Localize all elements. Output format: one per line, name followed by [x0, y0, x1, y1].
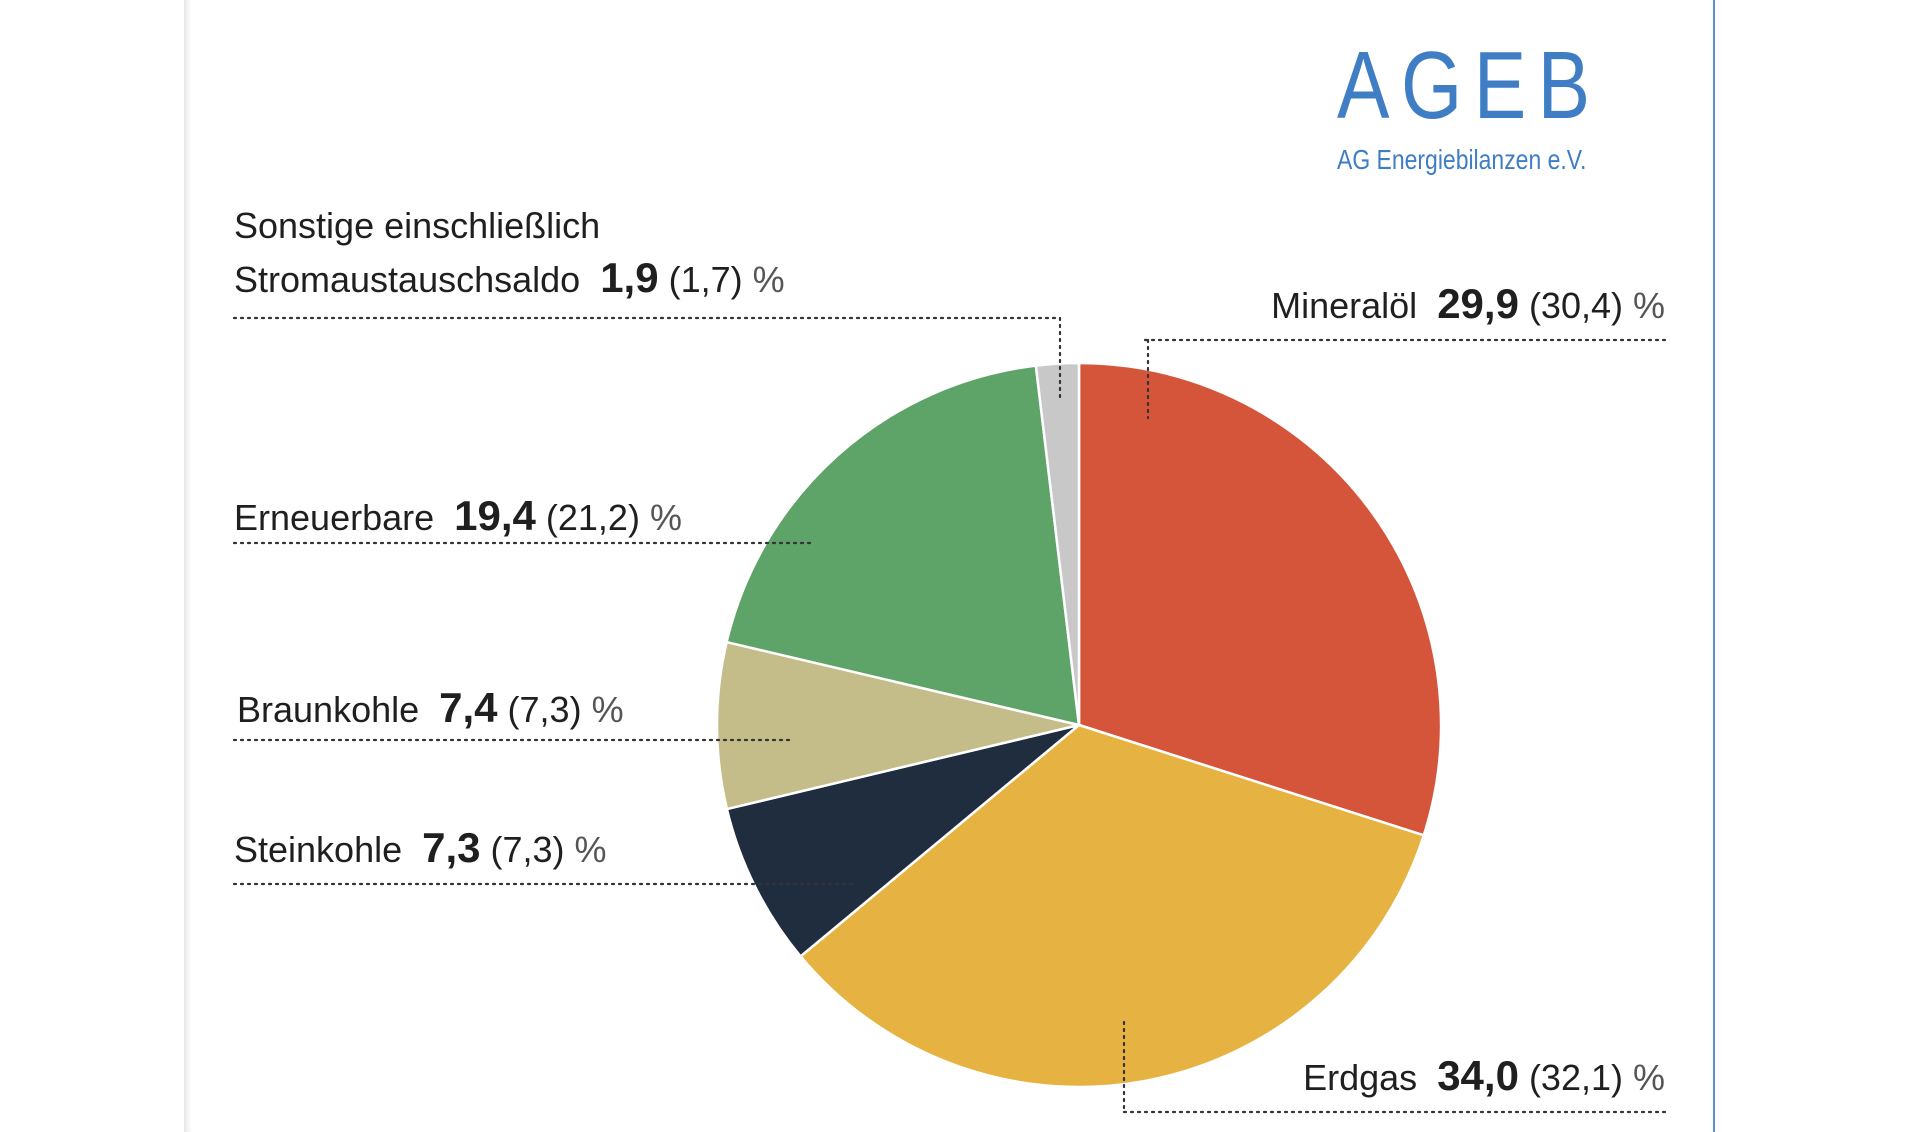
pie-slices [715, 361, 1443, 1089]
label-text-braunkohle: Braunkohle 7,4 (7,3) % [237, 684, 624, 731]
label-name-braunkohle: Braunkohle [237, 689, 439, 730]
pie-slice-erneuerbare [725, 364, 1081, 727]
label-prev-mineraloel: (30,4) [1519, 285, 1633, 326]
label-name-sonstige: Stromaustauschsaldo [234, 259, 600, 300]
leader-lines [232, 316, 1667, 1114]
logo-subtitle: AG Energiebilanzen e.V. [1337, 144, 1587, 175]
label-unit-erneuerbare: % [650, 497, 682, 538]
label-name-erdgas: Erdgas [1303, 1057, 1437, 1098]
label-unit-sonstige: % [753, 259, 785, 300]
pie-slice-erdgas [798, 723, 1426, 1089]
label-name-line-sonstige: Sonstige einschließlich [234, 205, 600, 246]
label-name-mineraloel: Mineralöl [1271, 285, 1437, 326]
label-steinkohle: Steinkohle 7,3 (7,3) % [234, 824, 607, 871]
label-value-steinkohle: 7,3 [422, 824, 480, 871]
label-text-steinkohle: Steinkohle 7,3 (7,3) % [234, 824, 607, 871]
label-value-sonstige: 1,9 [600, 254, 658, 301]
label-prev-erneuerbare: (21,2) [536, 497, 650, 538]
label-value-erneuerbare: 19,4 [454, 492, 536, 539]
label-prev-braunkohle: (7,3) [498, 689, 592, 730]
label-unit-mineraloel: % [1633, 285, 1665, 326]
pie-slice-sonstige [1034, 361, 1081, 726]
label-erdgas: Erdgas 34,0 (32,1) % [1303, 1052, 1665, 1099]
label-sonstige: Sonstige einschließlich Stromaustauschsal… [234, 205, 785, 301]
label-value-braunkohle: 7,4 [439, 684, 498, 731]
logo-wordmark: AGEB [1337, 32, 1602, 139]
page-right-rule [1713, 0, 1715, 1132]
label-erneuerbare: Erneuerbare 19,4 (21,2) % [234, 492, 682, 539]
label-prev-steinkohle: (7,3) [481, 829, 575, 870]
label-text-mineraloel: Mineralöl 29,9 (30,4) % [1271, 280, 1665, 327]
label-value-mineraloel: 29,9 [1437, 280, 1519, 327]
label-mineraloel: Mineralöl 29,9 (30,4) % [1271, 280, 1665, 327]
pie-slice-mineraloel [1077, 361, 1443, 837]
label-text-erdgas: Erdgas 34,0 (32,1) % [1303, 1052, 1665, 1099]
ageb-logo: AGEB AG Energiebilanzen e.V. [1337, 38, 1660, 176]
slice-labels: Mineralöl 29,9 (30,4) %Erdgas 34,0 (32,1… [234, 205, 1665, 1099]
pie-slice-braunkohle [715, 640, 1080, 811]
label-name-steinkohle: Steinkohle [234, 829, 422, 870]
label-text-sonstige: Stromaustauschsaldo 1,9 (1,7) % [234, 254, 785, 301]
label-prev-erdgas: (32,1) [1519, 1057, 1633, 1098]
label-text-erneuerbare: Erneuerbare 19,4 (21,2) % [234, 492, 682, 539]
label-braunkohle: Braunkohle 7,4 (7,3) % [237, 684, 624, 731]
label-unit-erdgas: % [1633, 1057, 1665, 1098]
label-prev-sonstige: (1,7) [659, 259, 753, 300]
pie-slice-steinkohle [725, 723, 1080, 959]
label-value-erdgas: 34,0 [1437, 1052, 1519, 1099]
label-unit-braunkohle: % [592, 689, 624, 730]
label-name-erneuerbare: Erneuerbare [234, 497, 454, 538]
page-left-shadow [184, 0, 192, 1132]
label-unit-steinkohle: % [575, 829, 607, 870]
